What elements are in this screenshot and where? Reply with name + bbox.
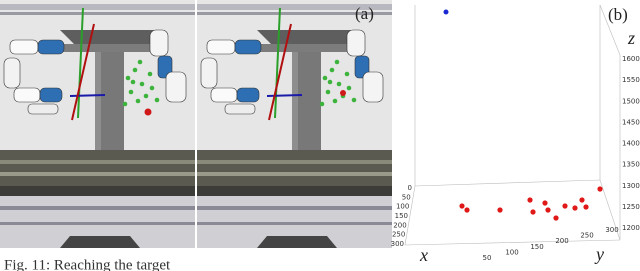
y-tick-label: 150 [530, 243, 543, 251]
y-tick-label: 50 [483, 254, 492, 262]
x-tick-label: 200 [393, 221, 406, 229]
z-tick-label: 1300 [622, 182, 640, 190]
z-tick-label: 1600 [622, 55, 640, 63]
panel-label: (b) [608, 5, 628, 24]
x-axis-label: x [419, 245, 428, 265]
x-tick-label: 150 [395, 212, 408, 220]
z-tick-label: 1200 [622, 224, 640, 232]
z-tick-label: 1500 [622, 97, 640, 105]
z-tick-label: 1400 [622, 140, 640, 148]
caption: Fig. 11: Reaching the target [4, 257, 171, 271]
y-tick-label: 300 [605, 226, 618, 234]
x-tick-label: 300 [391, 240, 404, 248]
x-tick-label: 250 [392, 231, 405, 239]
scatter-3d: (b) z x y [404, 4, 635, 265]
panel-label: (a) [355, 4, 374, 23]
y-tick-label: 250 [580, 232, 593, 240]
z-tick-label: 1350 [622, 161, 640, 169]
z-tick-label: 1450 [622, 118, 640, 126]
y-axis-label: y [594, 244, 604, 264]
y-tick-label: 100 [505, 248, 518, 256]
z-tick-label: 1250 [622, 203, 640, 211]
x-tick-label: 50 [402, 193, 411, 201]
x-tick-label: 100 [396, 203, 409, 211]
z-axis-label: z [627, 28, 635, 48]
x-tick-label: 0 [408, 184, 412, 192]
y-tick-label: 200 [555, 237, 568, 245]
z-tick-label: 1550 [622, 76, 640, 84]
